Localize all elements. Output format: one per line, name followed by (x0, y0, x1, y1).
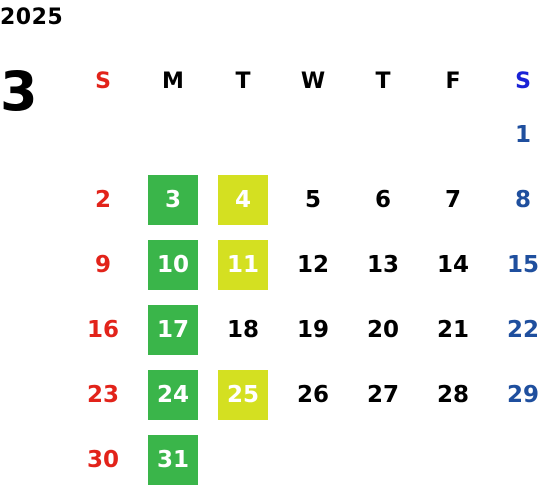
empty-day-cell (138, 102, 208, 167)
day-number: 3 (148, 174, 198, 225)
day-cell-23[interactable]: 23 (68, 362, 138, 427)
day-cell-14[interactable]: 14 (418, 232, 488, 297)
day-number: 9 (94, 251, 111, 278)
day-cell-28[interactable]: 28 (418, 362, 488, 427)
day-cell-7[interactable]: 7 (418, 167, 488, 232)
day-number: 2 (94, 186, 111, 213)
day-number: 31 (148, 434, 198, 485)
day-number: 26 (296, 381, 329, 408)
day-number: 14 (436, 251, 469, 278)
day-cell-16[interactable]: 16 (68, 297, 138, 362)
day-number: 15 (506, 251, 539, 278)
day-number: 30 (86, 446, 119, 473)
day-number: 11 (218, 239, 268, 290)
day-cell-31[interactable]: 31 (138, 427, 208, 492)
weekday-header-thu: T (375, 68, 391, 94)
day-number: 23 (86, 381, 119, 408)
day-number: 1 (514, 121, 531, 148)
empty-day-cell (348, 102, 418, 167)
day-cell-30[interactable]: 30 (68, 427, 138, 492)
day-cell-6[interactable]: 6 (348, 167, 418, 232)
calendar-grid: S M T W T F S 1 2 3 4 5 6 7 8 9 10 11 12 13 14 15 16 17 1… (68, 60, 548, 492)
day-cell-15[interactable]: 15 (488, 232, 548, 297)
day-number: 6 (374, 186, 391, 213)
day-number: 16 (86, 316, 119, 343)
day-cell-20[interactable]: 20 (348, 297, 418, 362)
weekday-header-fri: F (445, 68, 461, 94)
day-number: 19 (296, 316, 329, 343)
weekday-header-sun: S (95, 68, 111, 94)
year-label: 2025 (0, 5, 64, 30)
weekday-header-sat: S (515, 68, 531, 94)
day-cell-17[interactable]: 17 (138, 297, 208, 362)
day-cell-26[interactable]: 26 (278, 362, 348, 427)
day-number: 27 (366, 381, 399, 408)
day-cell-27[interactable]: 27 (348, 362, 418, 427)
day-number: 22 (506, 316, 539, 343)
day-cell-12[interactable]: 12 (278, 232, 348, 297)
day-cell-5[interactable]: 5 (278, 167, 348, 232)
day-number: 18 (226, 316, 259, 343)
empty-day-cell (68, 102, 138, 167)
day-cell-24[interactable]: 24 (138, 362, 208, 427)
day-cell-2[interactable]: 2 (68, 167, 138, 232)
day-number: 29 (506, 381, 539, 408)
day-cell-8[interactable]: 8 (488, 167, 548, 232)
month-label: 3 (0, 60, 38, 123)
day-cell-3[interactable]: 3 (138, 167, 208, 232)
day-number: 7 (444, 186, 461, 213)
day-number: 13 (366, 251, 399, 278)
day-number: 5 (304, 186, 321, 213)
day-cell-22[interactable]: 22 (488, 297, 548, 362)
weekday-header-tue: T (235, 68, 251, 94)
day-cell-11[interactable]: 11 (208, 232, 278, 297)
day-number: 20 (366, 316, 399, 343)
day-cell-10[interactable]: 10 (138, 232, 208, 297)
day-number: 12 (296, 251, 329, 278)
day-number: 4 (218, 174, 268, 225)
day-cell-21[interactable]: 21 (418, 297, 488, 362)
day-cell-9[interactable]: 9 (68, 232, 138, 297)
day-cell-29[interactable]: 29 (488, 362, 548, 427)
weekday-header-wed: W (300, 68, 326, 94)
day-cell-1[interactable]: 1 (488, 102, 548, 167)
empty-day-cell (418, 102, 488, 167)
day-cell-25[interactable]: 25 (208, 362, 278, 427)
day-number: 28 (436, 381, 469, 408)
weekday-header-mon: M (162, 68, 184, 94)
day-cell-18[interactable]: 18 (208, 297, 278, 362)
day-cell-4[interactable]: 4 (208, 167, 278, 232)
day-number: 10 (148, 239, 198, 290)
day-number: 21 (436, 316, 469, 343)
day-number: 25 (218, 369, 268, 420)
empty-day-cell (208, 102, 278, 167)
empty-day-cell (278, 102, 348, 167)
day-number: 17 (148, 304, 198, 355)
day-cell-19[interactable]: 19 (278, 297, 348, 362)
day-number: 8 (514, 186, 531, 213)
day-cell-13[interactable]: 13 (348, 232, 418, 297)
day-number: 24 (148, 369, 198, 420)
